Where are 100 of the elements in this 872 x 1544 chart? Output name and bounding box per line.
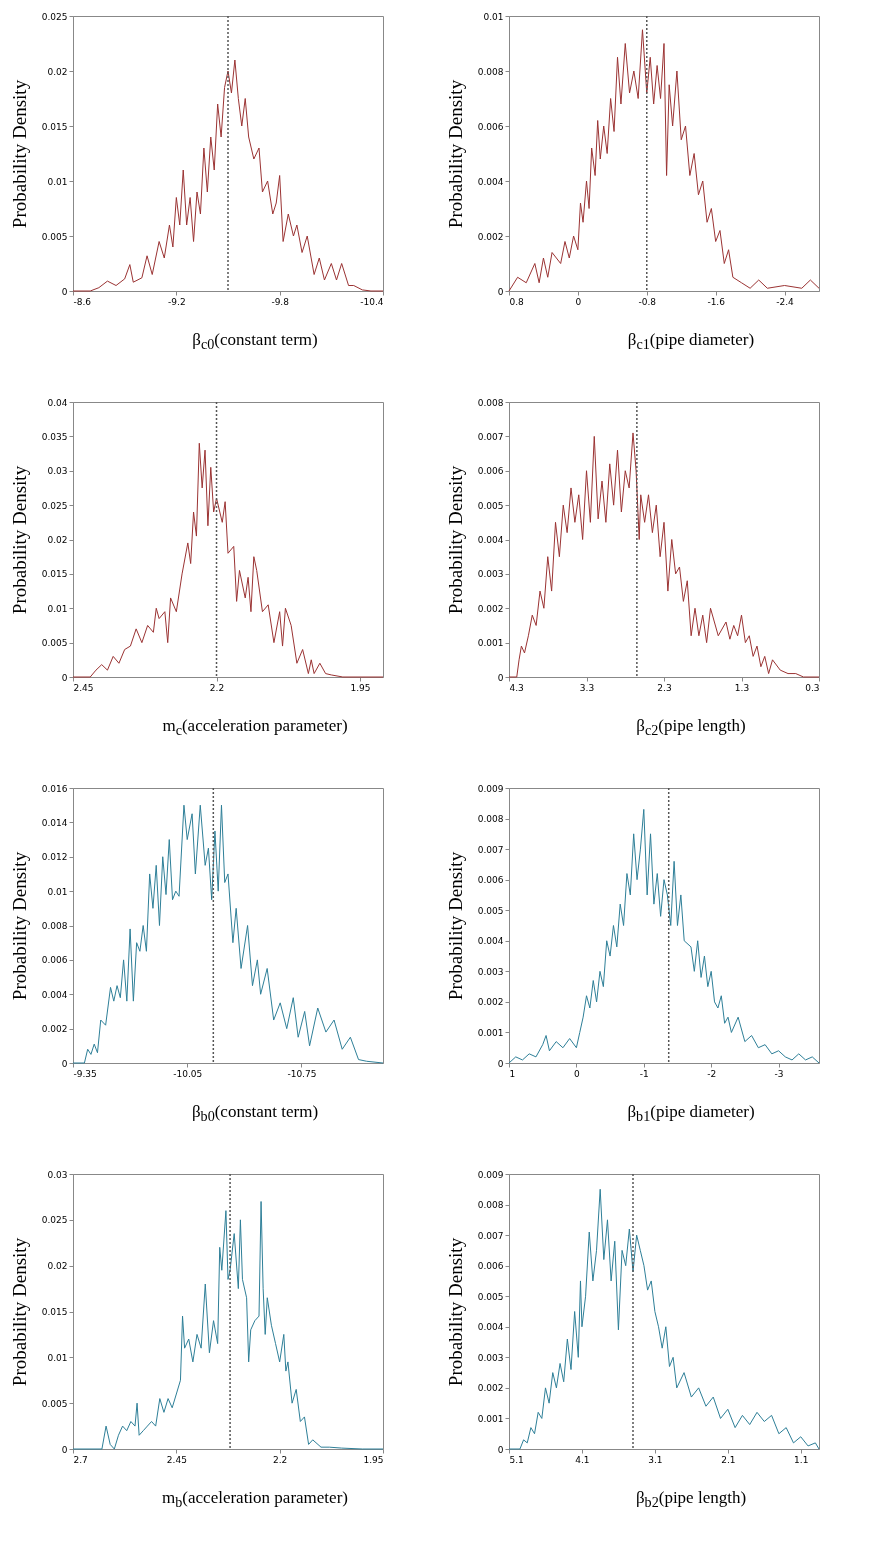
line-series <box>72 442 384 678</box>
y-tick-label: 0.008 <box>41 921 68 931</box>
y-tick-label: 0.005 <box>41 1398 68 1409</box>
x-tick-label: 0 <box>575 296 582 307</box>
x-tick-label: 0.3 <box>805 682 820 693</box>
line-series <box>508 1188 820 1450</box>
y-tick-label: 0.01 <box>47 1352 68 1363</box>
x-tick-label: -10.4 <box>360 296 384 307</box>
y-axis-title: Probability Density <box>8 465 30 615</box>
y-tick-label: 0.006 <box>477 121 504 132</box>
y-tick-label: 0.025 <box>41 1215 68 1226</box>
y-tick-label: 0.006 <box>477 1261 504 1272</box>
x-tick-label: -9.2 <box>168 296 186 307</box>
line-series <box>508 29 820 292</box>
y-tick-label: 0.008 <box>477 1200 504 1211</box>
x-tick-label: 3.3 <box>579 682 595 693</box>
y-tick-label: 0.035 <box>41 431 68 442</box>
y-tick-label: 0.01 <box>47 176 68 187</box>
y-axis-title: Probability Density <box>8 1237 30 1387</box>
y-axis-title: Probability Density <box>444 1237 466 1387</box>
x-tick-label: -9.35 <box>73 1068 97 1079</box>
y-tick-label: 0 <box>497 672 504 683</box>
x-tick-label: 0.8 <box>509 296 525 307</box>
y-axis-title: Probability Density <box>444 465 466 615</box>
x-tick-label: 2.7 <box>73 1454 88 1465</box>
y-tick-label: 0.004 <box>477 176 504 187</box>
x-tick-label: -9.8 <box>271 296 290 307</box>
y-tick-label: 0.04 <box>47 397 68 408</box>
y-tick-label: 0 <box>61 1444 68 1455</box>
y-tick-label: 0.012 <box>41 852 68 863</box>
x-tick-label: 2.2 <box>273 1454 288 1465</box>
y-tick-label: 0.001 <box>477 1413 504 1424</box>
x-axis-title: m$_{b}$(acceleration parameter) <box>161 1488 349 1512</box>
line-series <box>72 59 384 292</box>
y-axis-title: Probability Density <box>8 851 30 1001</box>
y-tick-label: 0.02 <box>47 1261 68 1272</box>
x-tick-label: -2 <box>707 1068 717 1079</box>
y-tick-label: 0.03 <box>47 466 68 477</box>
x-axis-title: β$_{c0}$(constant term) <box>191 330 319 354</box>
x-tick-label: -0.8 <box>638 296 657 307</box>
x-tick-label: 1.95 <box>350 682 371 693</box>
line-series <box>72 804 384 1064</box>
x-axis-title: m$_{c}$(acceleration parameter) <box>161 716 349 740</box>
x-tick-label: 4.1 <box>575 1454 590 1465</box>
x-tick-label: 2.45 <box>73 682 94 693</box>
x-axis-title: β$_{b2}$(pipe length) <box>634 1488 748 1512</box>
x-tick-label: 1.3 <box>734 682 750 693</box>
y-tick-label: 0.002 <box>41 1024 68 1035</box>
y-axis-title: Probability Density <box>444 851 466 1001</box>
line-series <box>508 808 820 1064</box>
line-series <box>508 432 820 678</box>
y-tick-label: 0 <box>61 672 68 683</box>
y-tick-label: 0.01 <box>483 11 504 22</box>
y-tick-label: 0 <box>497 286 504 297</box>
y-tick-label: 0 <box>497 1058 504 1069</box>
y-tick-label: 0.002 <box>477 1383 504 1394</box>
y-tick-label: 0.005 <box>41 638 68 649</box>
y-tick-label: 0 <box>61 1058 68 1069</box>
y-tick-label: 0.015 <box>41 569 68 580</box>
y-axis-title: Probability Density <box>8 79 30 229</box>
y-tick-label: 0.005 <box>477 905 504 916</box>
y-tick-label: 0.02 <box>47 66 68 77</box>
y-tick-label: 0.003 <box>477 966 504 977</box>
y-tick-label: 0.005 <box>477 500 504 511</box>
y-tick-label: 0 <box>61 286 68 297</box>
y-tick-label: 0.006 <box>41 955 68 966</box>
y-tick-label: 0.005 <box>477 1291 504 1302</box>
line-series <box>72 1201 384 1450</box>
y-tick-label: 0.002 <box>477 603 504 614</box>
y-tick-label: 0.008 <box>477 397 504 408</box>
x-tick-label: 4.3 <box>509 682 524 693</box>
x-tick-label: 2.2 <box>209 682 225 693</box>
y-tick-label: 0.006 <box>477 466 504 477</box>
y-tick-label: 0.01 <box>47 886 68 897</box>
x-tick-label: -10.75 <box>287 1068 317 1079</box>
x-tick-label: -10.05 <box>173 1068 203 1079</box>
y-tick-label: 0.01 <box>47 603 68 614</box>
y-tick-label: 0.001 <box>477 1027 504 1038</box>
x-axis-title: β$_{b0}$(constant term) <box>190 1102 320 1126</box>
y-tick-label: 0.016 <box>41 783 68 794</box>
x-tick-label: 2.3 <box>657 682 672 693</box>
x-tick-label: -2.4 <box>776 296 795 307</box>
y-tick-label: 0.008 <box>477 814 504 825</box>
y-tick-label: 0.015 <box>41 1307 68 1317</box>
y-tick-label: 0.006 <box>477 875 504 886</box>
x-axis-title: β$_{c2}$(pipe length) <box>635 716 747 740</box>
y-tick-label: 0.004 <box>477 1322 504 1333</box>
y-tick-label: 0.02 <box>47 535 68 545</box>
y-tick-label: 0.001 <box>477 638 504 649</box>
x-tick-label: -8.6 <box>73 296 92 307</box>
y-tick-label: 0 <box>497 1444 504 1455</box>
x-axis-title: β$_{b1}$(pipe diameter) <box>626 1102 756 1126</box>
x-tick-label: 5.1 <box>509 1454 524 1465</box>
y-tick-label: 0.002 <box>477 231 504 242</box>
y-tick-label: 0.007 <box>477 1230 504 1241</box>
y-tick-label: 0.007 <box>477 844 504 855</box>
x-tick-label: 2.45 <box>166 1454 187 1465</box>
y-tick-label: 0.004 <box>41 989 68 1000</box>
y-axis-title: Probability Density <box>444 79 466 229</box>
y-tick-label: 0.008 <box>477 66 504 77</box>
